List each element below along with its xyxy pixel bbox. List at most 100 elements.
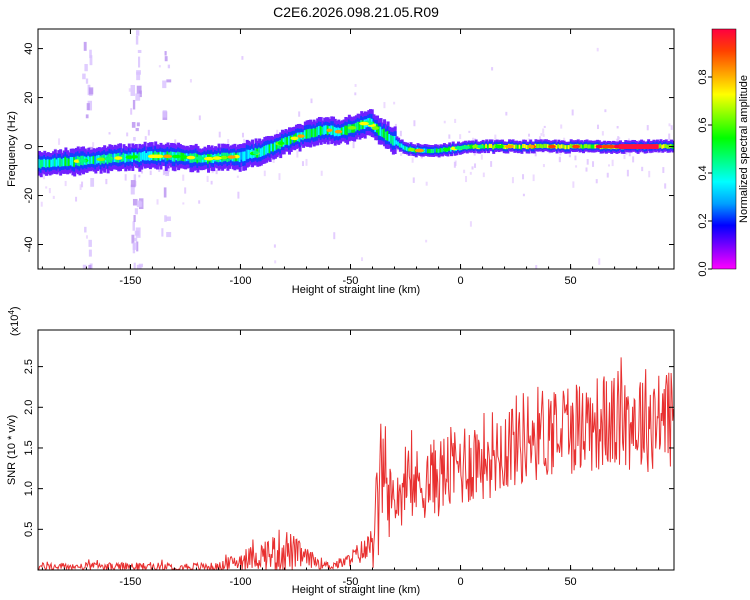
spectrogram-peak — [277, 141, 285, 145]
spectrogram-cell — [567, 145, 571, 150]
spectrogram-streak — [133, 174, 137, 181]
spectrogram-streak — [162, 110, 167, 118]
spectrogram-cell — [664, 143, 668, 149]
spectrogram-cell — [259, 148, 263, 157]
y-tick-label: -20 — [23, 188, 35, 204]
spectrogram-speckle — [595, 179, 598, 184]
spectrogram-peak — [252, 151, 259, 155]
spectrogram-speckle — [604, 109, 607, 113]
spectrogram-streak — [167, 64, 171, 69]
spectrogram-cell — [569, 143, 573, 148]
spectrogram-cell — [523, 144, 527, 149]
spectrogram-cell — [263, 146, 267, 156]
spectrogram-streak — [88, 264, 92, 269]
spectrogram-cell — [486, 144, 490, 149]
spectrogram-cell — [66, 157, 70, 167]
spectrogram-cell — [316, 127, 320, 137]
y-tick-label: 2.5 — [23, 359, 35, 374]
spectrogram-speckle — [138, 174, 141, 178]
spectrogram-peak — [172, 154, 182, 159]
spectrogram-cell — [52, 158, 56, 167]
spectrogram-speckle — [198, 200, 201, 204]
spectrogram-speckle — [320, 170, 323, 176]
spectrogram-speckle — [333, 232, 336, 240]
spectrogram-speckle — [64, 180, 67, 187]
spectrogram-speckle — [543, 125, 546, 128]
spectrogram-cell — [560, 144, 564, 149]
spectrogram-streak — [85, 78, 89, 84]
spectrogram-speckle — [473, 151, 476, 156]
spectrogram-peak — [618, 144, 659, 149]
spectrogram-cell — [314, 128, 318, 138]
spectrogram-speckle — [664, 183, 667, 189]
spectrogram-streak — [166, 231, 172, 238]
spectrogram-peak — [290, 136, 299, 141]
colorbar-tick-label: 0.0 — [697, 261, 709, 276]
snr-multiplier-exponent: 4 — [7, 310, 16, 315]
spectrogram-speckle — [189, 79, 192, 83]
spectrogram-speckle — [574, 155, 577, 161]
spectrogram-cell — [136, 153, 140, 161]
spectrogram-speckle — [58, 138, 61, 145]
spectrogram-cell — [309, 128, 313, 139]
spectrogram-cell — [513, 144, 517, 149]
y-tick-label: 40 — [23, 42, 35, 54]
spectrogram-peak — [195, 156, 205, 161]
spectrogram-speckle — [511, 177, 514, 184]
spectrogram-cell — [404, 146, 408, 151]
colorbar-gradient — [711, 28, 737, 270]
spectrogram-speckle — [298, 111, 301, 117]
spectrogram-streak — [130, 85, 136, 96]
spectrogram-streak — [82, 264, 87, 269]
spectrogram-speckle — [81, 181, 84, 188]
spectrogram-speckle — [400, 152, 403, 156]
spectrogram-streak — [83, 41, 87, 51]
spectrogram-speckle — [471, 166, 474, 170]
spectrogram-cell — [520, 145, 524, 150]
snr-multiplier-base: (x10 — [9, 315, 21, 336]
spectrogram-speckle — [301, 161, 304, 167]
spectrogram-streak — [131, 122, 136, 128]
spectrogram-peak — [104, 156, 113, 161]
spectrogram-speckle — [598, 258, 601, 265]
spectrogram-speckle — [443, 120, 446, 124]
spectrogram-cell — [312, 128, 316, 138]
snr-series — [38, 357, 674, 570]
spectrogram-peak — [414, 148, 424, 153]
spectrogram-speckle — [572, 181, 575, 188]
spectrogram-cell — [592, 144, 596, 149]
spectrogram-cell — [358, 121, 362, 131]
spectrogram-speckle — [140, 170, 143, 174]
spectrogram-cell — [286, 137, 290, 145]
spectrogram-streak — [136, 241, 139, 252]
spectrogram-cell — [60, 159, 64, 167]
x-tick-label: -50 — [343, 275, 359, 287]
spectrogram-speckle — [641, 166, 644, 172]
spectrogram-cell — [247, 149, 251, 159]
spectrogram-cell — [580, 144, 584, 149]
spectrogram-cell — [268, 144, 272, 154]
spectrogram-cell — [94, 156, 98, 165]
spectrogram-cell — [543, 143, 547, 148]
x-tick-label: 50 — [564, 275, 576, 287]
spectrogram-speckle — [482, 172, 485, 178]
x-tick-label: 50 — [564, 576, 576, 588]
colorbar: 0.0 0.2 0.4 0.6 0.8 Normalized spectral ampl… — [697, 28, 750, 277]
spectrogram-cell — [59, 157, 63, 167]
x-tick-label: -100 — [229, 275, 251, 287]
spectrogram-streak — [133, 137, 136, 141]
spectrogram-cell — [390, 135, 394, 144]
x-tick-label: -150 — [119, 275, 141, 287]
snr-marks — [38, 357, 674, 570]
spectrogram-speckle — [276, 129, 279, 134]
spectrogram-streak — [164, 51, 167, 56]
y-tick-label: 0.5 — [23, 522, 35, 537]
spectrogram-streak — [138, 90, 142, 98]
spectrogram-streak — [135, 35, 139, 45]
spectrogram-speckle — [128, 88, 131, 92]
spectrogram-cell — [340, 127, 344, 135]
spectrogram-cell — [425, 148, 429, 153]
spectrogram-speckle — [670, 125, 673, 130]
spectrogram-speckle — [632, 156, 635, 163]
